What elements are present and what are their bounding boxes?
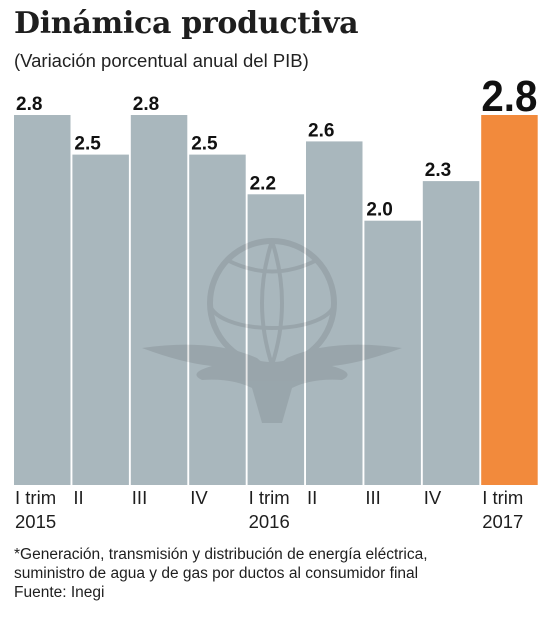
bar [189, 154, 246, 485]
x-tick-label: 2017 [482, 511, 523, 532]
value-label: 2.6 [308, 120, 334, 141]
bar-chart: 2.8 2.5 2.8 2.5 2.2 2.6 2.0 2.3 2.8 I trim 2015 II… [14, 72, 538, 532]
x-tick-label: IV [424, 487, 442, 508]
x-tick-label: II [73, 487, 83, 508]
chart-subtitle: (Variación porcentual anual del PIB) [14, 50, 309, 71]
x-tick-label: III [132, 487, 147, 508]
value-label: 2.0 [366, 200, 392, 221]
footnote-line: suministro de agua y de gas por ductos a… [14, 565, 419, 582]
x-tick-label: 2015 [15, 511, 56, 532]
bars-group [14, 115, 538, 486]
bar [364, 220, 421, 485]
x-tick-label: 2016 [249, 511, 290, 532]
eagle-watermark-icon [142, 238, 402, 423]
bar [247, 194, 305, 486]
bar [481, 115, 538, 485]
value-label: 2.8 [16, 94, 42, 115]
x-tick-label: IV [190, 487, 208, 508]
value-label: 2.2 [250, 173, 276, 194]
value-labels-group: 2.8 2.5 2.8 2.5 2.2 2.6 2.0 2.3 2.8 [16, 72, 537, 221]
x-tick-label: I trim [249, 487, 290, 508]
x-tick-label: II [307, 487, 317, 508]
value-label: 2.3 [425, 160, 451, 181]
chart-title: Dinámica productiva [14, 6, 359, 41]
x-tick-label: I trim [15, 487, 56, 508]
highlight-value-label: 2.8 [481, 72, 537, 121]
x-tick-label: I trim [482, 487, 523, 508]
source-line: Fuente: Inegi [14, 584, 105, 601]
footnote: *Generación, transmisión y distribución … [14, 545, 428, 602]
bar [422, 181, 480, 485]
bar [130, 115, 188, 485]
bar [14, 115, 71, 485]
bar [72, 154, 129, 485]
footnote-line: *Generación, transmisión y distribución … [14, 546, 428, 563]
x-tick-label: III [365, 487, 380, 508]
value-label: 2.8 [133, 94, 159, 115]
value-label: 2.5 [191, 134, 218, 155]
bar [306, 141, 363, 485]
value-label: 2.5 [74, 134, 101, 155]
